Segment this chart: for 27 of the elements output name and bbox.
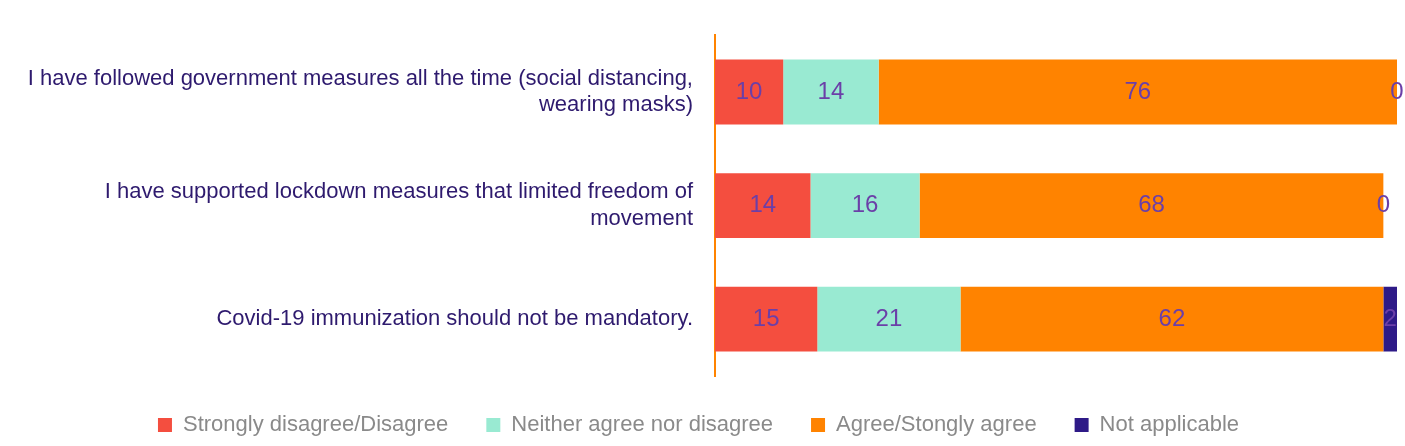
bar [715,173,811,238]
data-label: 21 [875,303,903,331]
data-label: 0 [1390,76,1404,104]
legend-label: Not applicable [1099,411,1240,437]
y-tick-label: Covid-19 immunization should not be mandatory. [216,305,693,331]
data-label: 14 [817,76,845,104]
data-label: 76 [1124,76,1152,104]
legend-label: Neither agree nor disagree [511,411,774,437]
data-label: 10 [735,76,763,104]
data-label: 15 [752,303,780,331]
legend-label: Agree/Stongly agree [836,411,1037,437]
bar [715,286,818,352]
data-label: 0 [1376,190,1391,218]
y-tick-label: I have supported lockdown measures that limited freedom of movement [104,178,694,230]
bar [960,286,1384,352]
bar [715,59,784,125]
bar [783,59,879,125]
bar [817,286,961,352]
data-label: 16 [851,190,879,218]
data-label: 62 [1158,303,1186,331]
y-tick-label: I have followed government measures all the time (social distancing, wearing masks) [27,64,693,117]
data-label: 2 [1383,303,1397,331]
data-label: 14 [749,190,777,218]
bar [1383,286,1397,352]
data-label: 68 [1138,190,1165,218]
legend-label: Strongly disagree/Disagree [182,411,449,437]
bar [810,173,920,238]
